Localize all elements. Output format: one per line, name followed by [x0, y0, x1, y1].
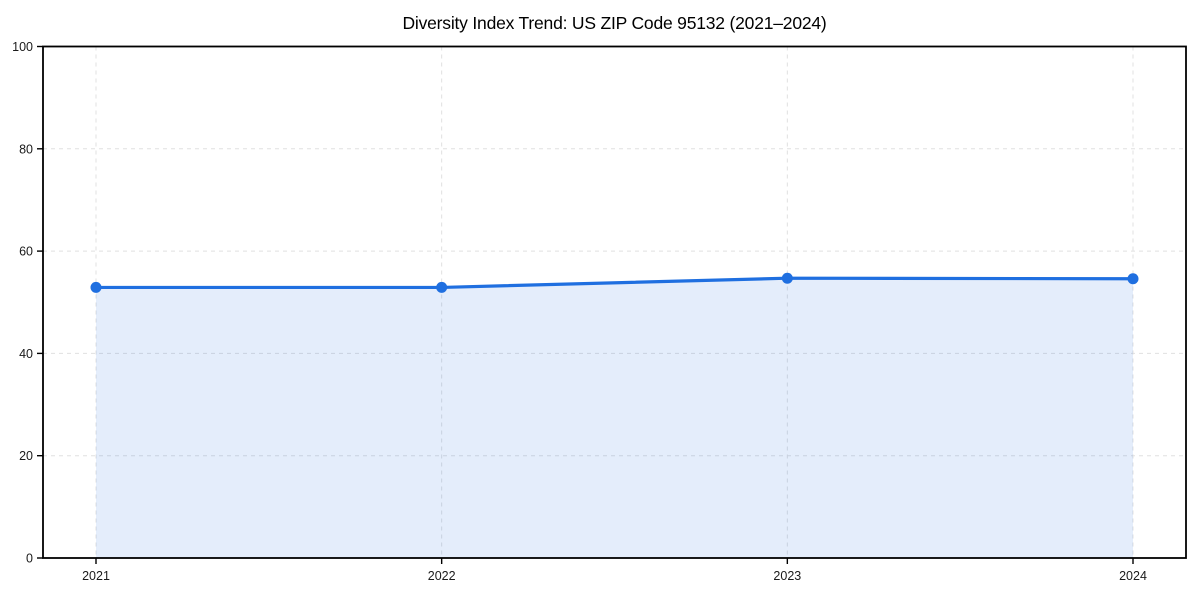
x-tick-label: 2021 [82, 569, 110, 583]
area-fill [96, 278, 1133, 558]
trend-line [94, 276, 1135, 290]
data-point-marker [781, 272, 793, 284]
y-tick-label: 80 [19, 142, 33, 156]
y-tick-label: 100 [12, 40, 33, 54]
y-tick-label: 40 [19, 347, 33, 361]
data-point-marker [436, 281, 448, 293]
y-tick-label: 0 [26, 552, 33, 566]
data-point-marker [90, 281, 102, 293]
y-tick-label: 20 [19, 449, 33, 463]
data-point-marker [1127, 273, 1139, 285]
chart-title: Diversity Index Trend: US ZIP Code 95132… [402, 13, 827, 33]
plot-border [42, 45, 1187, 559]
x-tick-label: 2022 [428, 569, 456, 583]
y-tick-label: 60 [19, 245, 33, 259]
x-tick-label: 2023 [773, 569, 801, 583]
x-tick-label: 2024 [1119, 569, 1147, 583]
